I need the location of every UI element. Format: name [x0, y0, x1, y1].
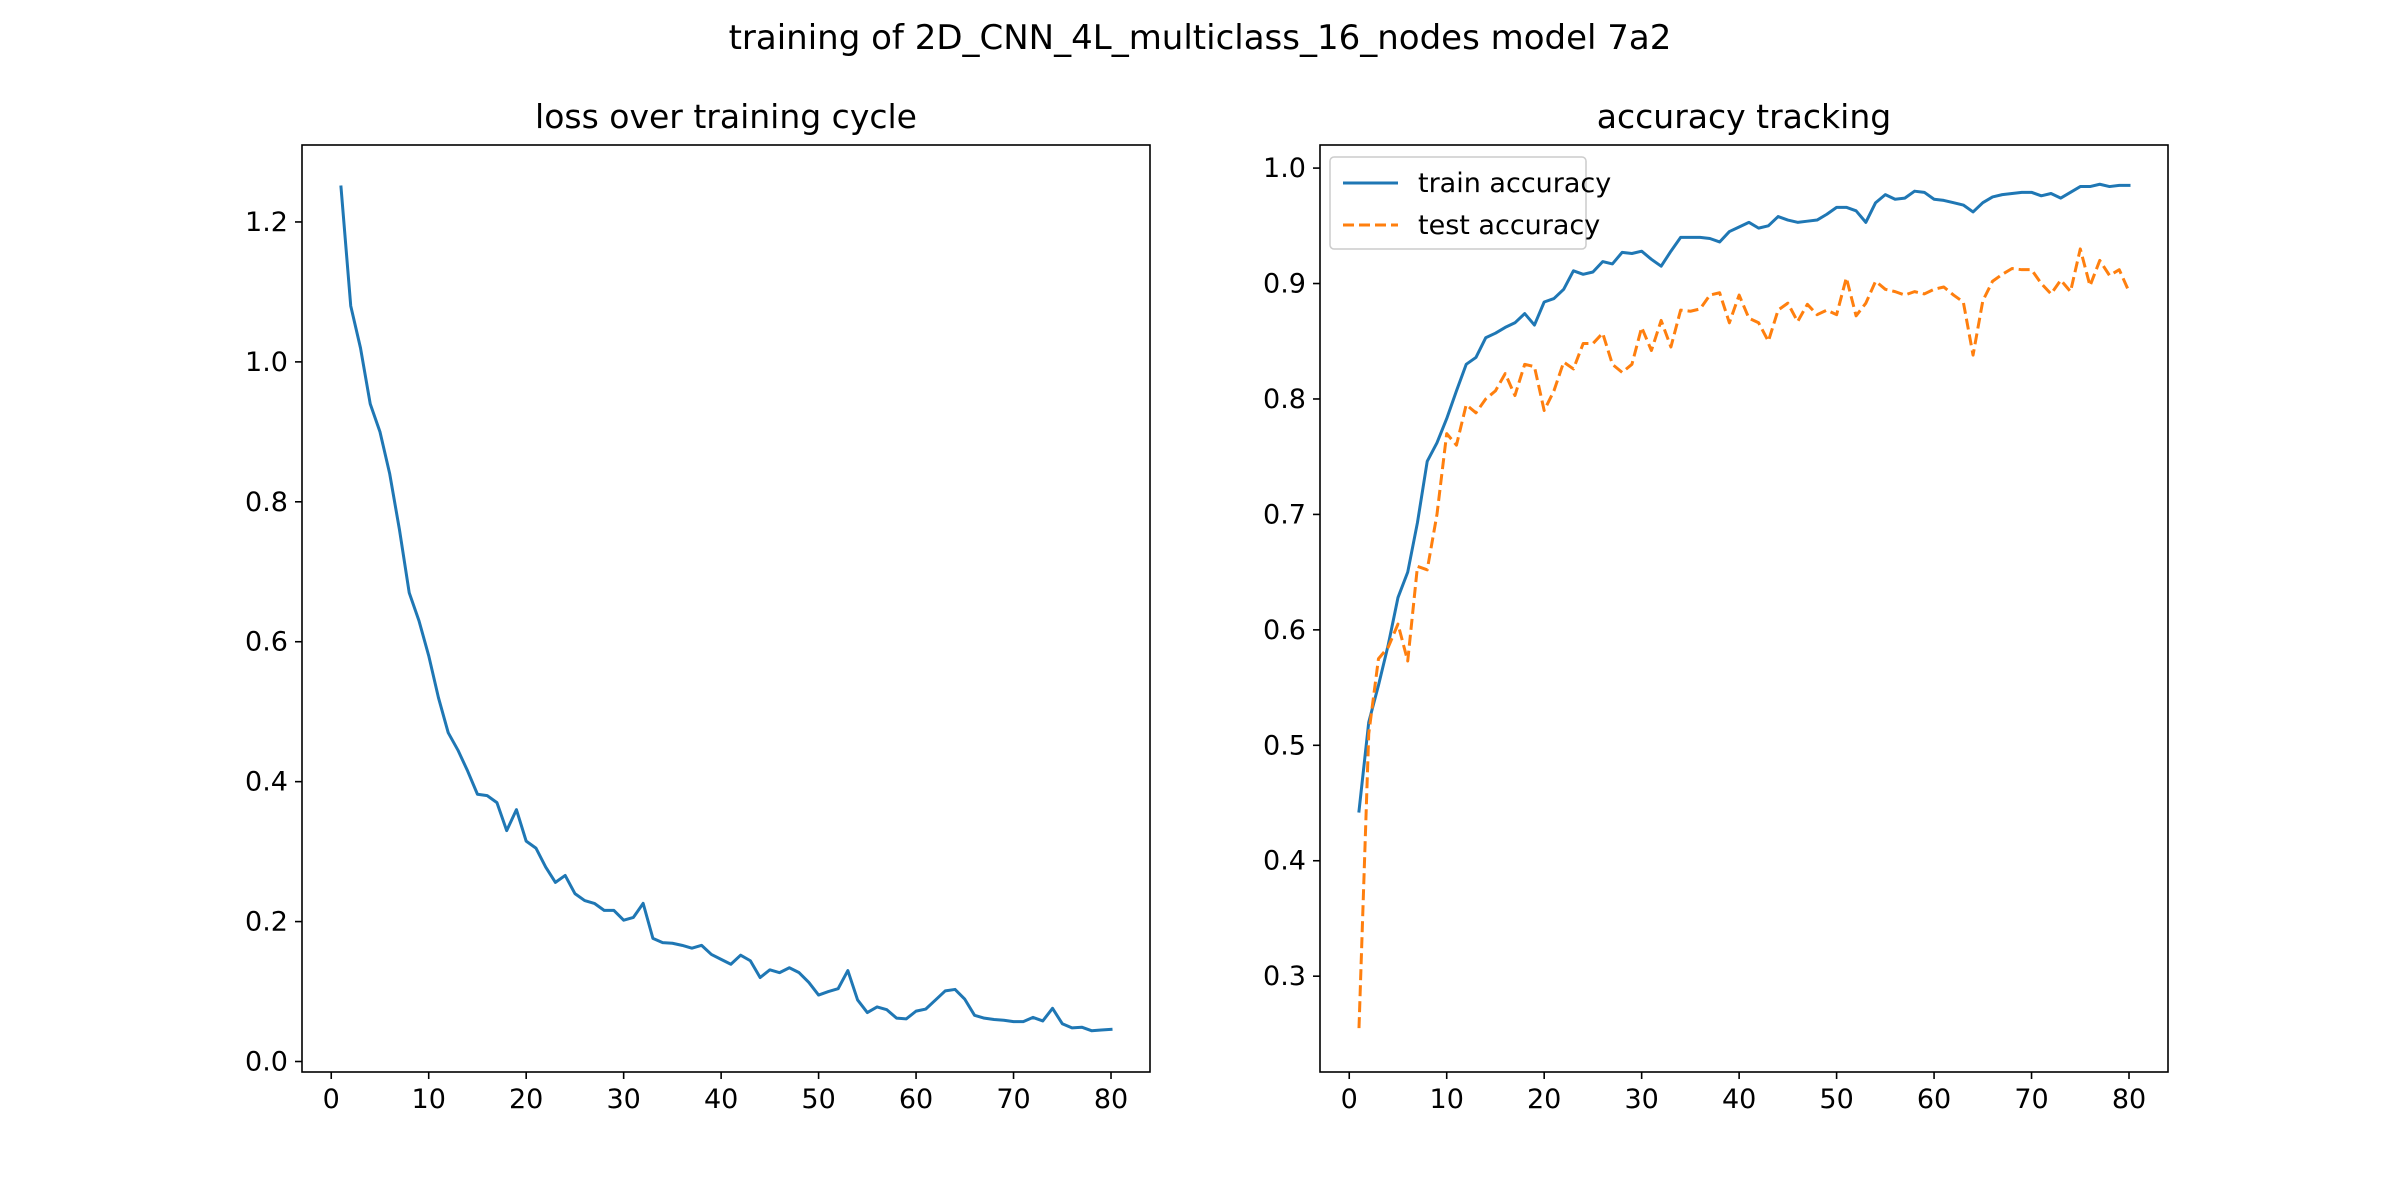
loss-x-tick-label: 30 — [606, 1084, 640, 1115]
loss-x-tick-label: 0 — [323, 1084, 340, 1115]
accuracy-x-tick-label: 10 — [1430, 1084, 1464, 1115]
loss-x-tick-label: 10 — [412, 1084, 446, 1115]
accuracy-y-tick-label: 0.6 — [1263, 615, 1306, 646]
accuracy-y-tick-label: 0.4 — [1263, 846, 1306, 877]
loss-y-tick-label: 1.0 — [245, 347, 288, 378]
accuracy-y-tick-label: 0.5 — [1263, 730, 1306, 761]
loss-x-tick-label: 20 — [509, 1084, 543, 1115]
loss-axes-frame — [301, 144, 1151, 1073]
figure-title: training of 2D_CNN_4L_multiclass_16_node… — [729, 18, 1672, 58]
loss-y-tick-label: 0.0 — [245, 1047, 288, 1078]
accuracy-y-tick-label: 1.0 — [1263, 153, 1306, 184]
accuracy-x-tick-label: 60 — [1917, 1084, 1951, 1115]
accuracy-test-accuracy-line — [1357, 247, 2131, 1029]
accuracy-x-tick-label: 30 — [1624, 1084, 1658, 1115]
accuracy-x-tick-label: 20 — [1527, 1084, 1561, 1115]
loss-y-tick-label: 0.6 — [245, 627, 288, 658]
accuracy-chart-title: accuracy tracking — [1597, 97, 1891, 136]
loss-x-tick-label: 40 — [704, 1084, 738, 1115]
accuracy-x-tick-label: 0 — [1341, 1084, 1358, 1115]
loss-x-tick-label: 70 — [996, 1084, 1030, 1115]
accuracy-chart: accuracy tracking 0 10 20 30 40 50 60 70 80 0.3 0.4… — [1263, 97, 2169, 1115]
loss-y-tick-label: 0.8 — [245, 487, 288, 518]
loss-chart-title: loss over training cycle — [535, 97, 917, 136]
accuracy-x-tick-label: 70 — [2014, 1084, 2048, 1115]
accuracy-y-tick-label: 0.7 — [1263, 499, 1306, 530]
accuracy-x-tick-label: 80 — [2112, 1084, 2146, 1115]
accuracy-axes-frame — [1319, 144, 2169, 1073]
loss-y-tick-label: 1.2 — [245, 207, 288, 238]
loss-y-tick-label: 0.4 — [245, 767, 288, 798]
accuracy-y-tick-label: 0.3 — [1263, 961, 1306, 992]
loss-x-tick-label: 50 — [801, 1084, 835, 1115]
accuracy-legend-label-train-accuracy: train accuracy — [1418, 168, 1611, 199]
accuracy-legend-label-test-accuracy: test accuracy — [1418, 210, 1600, 241]
accuracy-train-accuracy-line — [1357, 182, 2131, 813]
loss-y-tick-label: 0.2 — [245, 907, 288, 938]
accuracy-x-tick-label: 40 — [1722, 1084, 1756, 1115]
accuracy-y-tick-label: 0.9 — [1263, 269, 1306, 300]
accuracy-legend: train accuracy test accuracy — [1329, 156, 1611, 250]
accuracy-x-tick-label: 50 — [1819, 1084, 1853, 1115]
loss-x-tick-label: 60 — [899, 1084, 933, 1115]
loss-loss-line — [339, 185, 1113, 1033]
loss-x-tick-label: 80 — [1094, 1084, 1128, 1115]
loss-chart: loss over training cycle 0 10 20 30 40 50 60 70 8… — [245, 97, 1151, 1115]
accuracy-y-tick-label: 0.8 — [1263, 384, 1306, 415]
